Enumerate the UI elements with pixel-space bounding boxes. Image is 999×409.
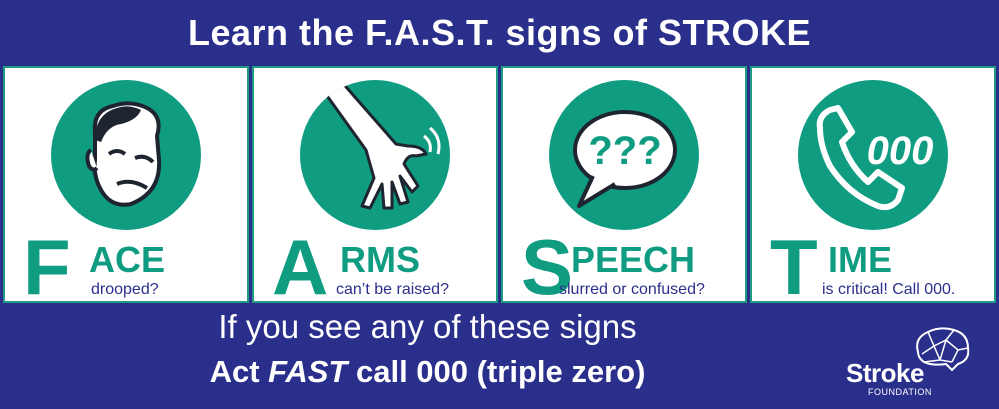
speech-rest: PEECH: [571, 239, 696, 280]
footer-line-2-post: call 000 (triple zero): [347, 354, 646, 389]
panel-face: F ACE drooped?: [3, 66, 249, 311]
time-rest: IME: [828, 239, 893, 280]
phone-icon: 000: [798, 80, 948, 230]
logo-word: Stroke: [846, 358, 924, 388]
brain-icon: [916, 327, 970, 372]
face-icon: [51, 80, 201, 230]
arms-big-letter: A: [272, 223, 329, 311]
time-subtitle: is critical! Call 000.: [822, 281, 956, 298]
speech-bubble-text: ???: [588, 129, 661, 173]
panel-speech: ??? S PEECH slurred or confused?: [501, 66, 747, 311]
face-big-letter: F: [23, 223, 71, 311]
time-big-letter: T: [770, 223, 818, 311]
arm-icon: [300, 80, 450, 230]
stroke-foundation-logo: Stroke FOUNDATION: [846, 326, 976, 404]
page-title: Learn the F.A.S.T. signs of STROKE: [187, 12, 812, 53]
footer-line-2-pre: Act: [209, 354, 269, 389]
face-subtitle: drooped?: [91, 281, 159, 298]
panel-arms: A RMS can’t be raised?: [252, 66, 498, 311]
speech-bubble-icon: ???: [549, 80, 699, 230]
panel-time: 000 T IME is critical! Call 000.: [750, 66, 996, 311]
fast-panels: F ACE drooped? A RMS can’t be raised? ??…: [3, 66, 996, 311]
logo-subtitle: FOUNDATION: [868, 387, 932, 397]
footer-line-2: Act FAST call 000 (triple zero): [0, 352, 855, 392]
speech-big-letter: S: [521, 223, 574, 311]
face-rest: ACE: [89, 239, 166, 280]
phone-number-text: 000: [867, 129, 934, 173]
footer-line-2-emphasis: FAST: [268, 354, 348, 389]
speech-subtitle: slurred or confused?: [559, 281, 705, 298]
arms-rest: RMS: [340, 239, 420, 280]
footer-line-1: If you see any of these signs: [218, 308, 637, 345]
arms-subtitle: can’t be raised?: [336, 281, 449, 298]
